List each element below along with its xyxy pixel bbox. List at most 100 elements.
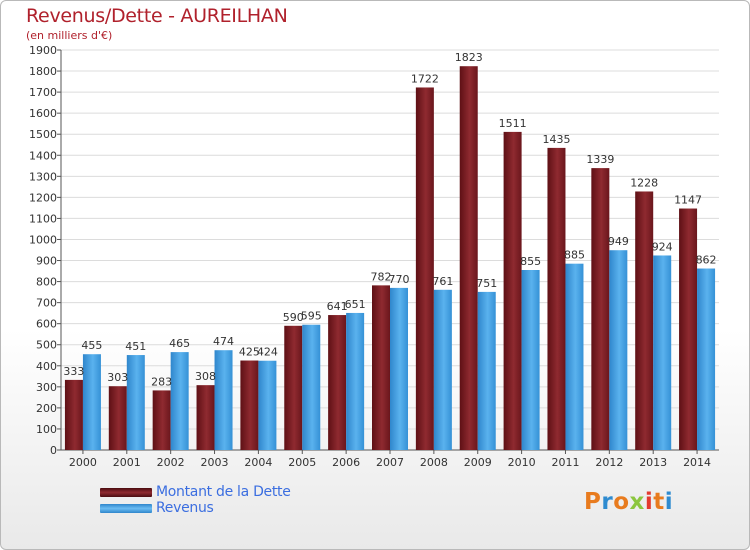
y-tick-label: 1400: [29, 149, 57, 162]
y-tick-label: 1700: [29, 86, 57, 99]
y-tick-label: 400: [36, 360, 57, 373]
data-label: 590: [283, 311, 304, 324]
y-tick-label: 0: [50, 444, 57, 457]
legend-swatch-dette: [100, 488, 152, 497]
bar-revenus: [697, 268, 716, 450]
bar-revenus: [521, 270, 540, 450]
data-label: 465: [169, 337, 190, 350]
data-label: 303: [107, 371, 128, 384]
x-tick-label: 2004: [244, 456, 272, 469]
proxiti-logo: Proxiti: [584, 489, 674, 515]
data-label: 425: [239, 346, 260, 359]
bar-revenus: [214, 350, 233, 450]
data-label: 1228: [630, 176, 658, 189]
data-label: 333: [63, 365, 84, 378]
x-tick-label: 2011: [551, 456, 579, 469]
y-tick-label: 1500: [29, 128, 57, 141]
x-tick-label: 2005: [288, 456, 316, 469]
bar-revenus: [346, 312, 365, 450]
y-tick-label: 1300: [29, 170, 57, 183]
data-label: 424: [257, 346, 278, 359]
bar-dette: [64, 379, 83, 450]
bar-revenus: [258, 360, 277, 450]
bar-dette: [415, 87, 434, 450]
bars: [64, 66, 716, 451]
bar-dette: [108, 386, 127, 450]
legend-swatch-revenus: [100, 504, 152, 513]
y-tick-label: 1600: [29, 107, 57, 120]
data-label: 949: [608, 235, 629, 248]
bar-dette: [679, 208, 698, 450]
data-label: 770: [389, 273, 410, 286]
data-label: 924: [652, 240, 673, 253]
x-tick-label: 2002: [157, 456, 185, 469]
legend-label-dette: Montant de la Dette: [156, 484, 291, 500]
chart-title: Revenus/Dette - AUREILHAN: [26, 5, 288, 27]
x-tick-label: 2013: [639, 456, 667, 469]
bar-dette: [459, 66, 478, 451]
data-label: 782: [371, 270, 392, 283]
y-tick-label: 1800: [29, 65, 57, 78]
data-label: 1511: [499, 117, 527, 130]
bar-revenus: [126, 355, 145, 450]
bar-dette: [591, 168, 610, 450]
bar-dette: [503, 131, 522, 451]
bar-dette: [328, 315, 347, 450]
bar-revenus: [565, 263, 584, 450]
bar-dette: [635, 191, 654, 450]
bar-revenus: [82, 354, 101, 450]
bar-revenus: [390, 287, 408, 450]
chart-subtitle: (en milliers d'€): [26, 29, 113, 42]
data-label: 641: [327, 300, 348, 313]
data-label: 885: [564, 249, 585, 262]
y-tick-label: 200: [36, 402, 57, 415]
bar-dette: [240, 360, 259, 450]
bar-revenus: [433, 289, 452, 450]
x-tick-label: 2014: [683, 456, 711, 469]
y-tick-label: 300: [36, 381, 57, 394]
bar-revenus: [477, 291, 496, 450]
x-tick-label: 2012: [595, 456, 623, 469]
y-tick-label: 1100: [29, 212, 57, 225]
data-label: 855: [520, 255, 541, 268]
x-tick-label: 2008: [420, 456, 448, 469]
y-tick-label: 800: [36, 276, 57, 289]
data-label: 751: [476, 277, 497, 290]
data-label: 1823: [455, 51, 483, 64]
data-label: 1339: [586, 153, 614, 166]
data-label: 451: [125, 340, 146, 353]
data-label: 1147: [674, 194, 702, 207]
data-label: 283: [151, 375, 172, 388]
y-tick-label: 500: [36, 339, 57, 352]
y-tick-label: 1900: [29, 44, 57, 57]
bar-revenus: [609, 250, 628, 450]
data-label: 651: [345, 298, 366, 311]
legend-label-revenus: Revenus: [156, 500, 214, 516]
data-label: 761: [432, 275, 453, 288]
y-tick-label: 1200: [29, 191, 57, 204]
data-label: 474: [213, 335, 234, 348]
x-tick-label: 2006: [332, 456, 360, 469]
x-tick-label: 2003: [201, 456, 229, 469]
data-label: 862: [696, 254, 717, 267]
y-tick-label: 900: [36, 255, 57, 268]
x-tick-label: 2007: [376, 456, 404, 469]
bar-dette: [547, 147, 566, 451]
bar-dette: [196, 385, 215, 450]
data-label: 1435: [542, 133, 570, 146]
bar-dette: [372, 285, 390, 450]
bar-revenus: [653, 255, 672, 450]
x-tick-label: 2000: [69, 456, 97, 469]
x-tick-label: 2010: [508, 456, 536, 469]
data-label: 455: [81, 339, 102, 352]
bar-dette: [152, 390, 171, 450]
axes: 0 100 200 300 400 500 600 700 800 900 1000 1100 1200…: [29, 44, 719, 469]
y-tick-label: 100: [36, 423, 57, 436]
y-tick-label: 1000: [29, 233, 57, 246]
y-tick-label: 600: [36, 318, 57, 331]
data-label: 308: [195, 370, 216, 383]
x-tick-label: 2001: [113, 456, 141, 469]
bar-dette: [284, 325, 303, 450]
